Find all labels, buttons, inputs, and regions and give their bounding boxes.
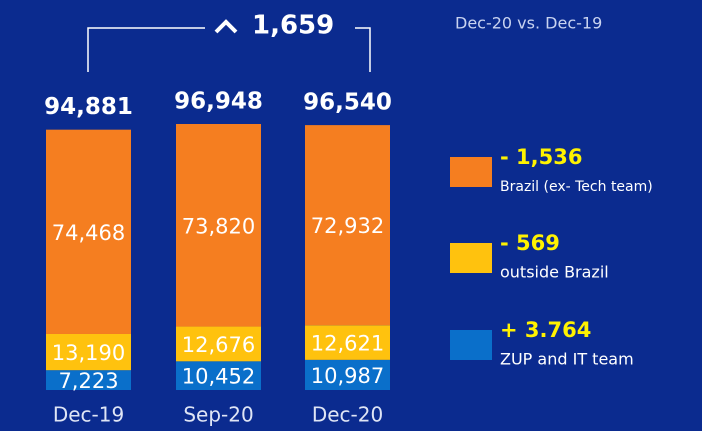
value-label: 7,223 (58, 369, 118, 393)
legend-swatch (450, 243, 492, 273)
caret (214, 19, 238, 34)
legend-change: - 1,536 (500, 145, 582, 169)
legend-swatch (450, 157, 492, 187)
bracket-right (355, 27, 371, 72)
value-label: 74,468 (52, 221, 125, 245)
x-tick-label: Dec-19 (53, 403, 124, 427)
bar-segment (176, 326, 261, 362)
total-label: 94,881 (44, 94, 133, 120)
total-label: 96,948 (174, 89, 263, 115)
total-label: 96,540 (303, 90, 392, 116)
bar-segment (46, 370, 131, 390)
value-label: 13,190 (52, 341, 125, 365)
x-tick-label: Dec-20 (312, 403, 383, 427)
bar-segment (46, 129, 131, 334)
legend-label: Brazil (ex- Tech team) (500, 179, 653, 195)
x-tick-label: Sep-20 (183, 403, 253, 427)
bracket-left (87, 27, 205, 72)
value-label: 73,820 (182, 214, 255, 238)
annotation: 1,659 (252, 11, 334, 41)
legend-label: ZUP and IT team (500, 350, 634, 369)
bar-segment (305, 125, 390, 326)
legend-change: - 569 (500, 231, 560, 255)
legend-label: outside Brazil (500, 263, 609, 282)
subtitle: Dec-20 vs. Dec-19 (455, 14, 602, 33)
value-label: 10,452 (182, 365, 255, 389)
value-label: 12,621 (311, 332, 384, 356)
bar-segment (46, 333, 131, 371)
bar-segment (305, 325, 390, 360)
legend-change: + 3.764 (500, 318, 591, 342)
value-label: 72,932 (311, 214, 384, 238)
value-label: 10,987 (311, 364, 384, 388)
legend-swatch (450, 330, 492, 360)
bar-segment (176, 361, 261, 390)
bar-segment (305, 359, 390, 390)
value-label: 12,676 (182, 333, 255, 357)
bar-segment (176, 124, 261, 327)
